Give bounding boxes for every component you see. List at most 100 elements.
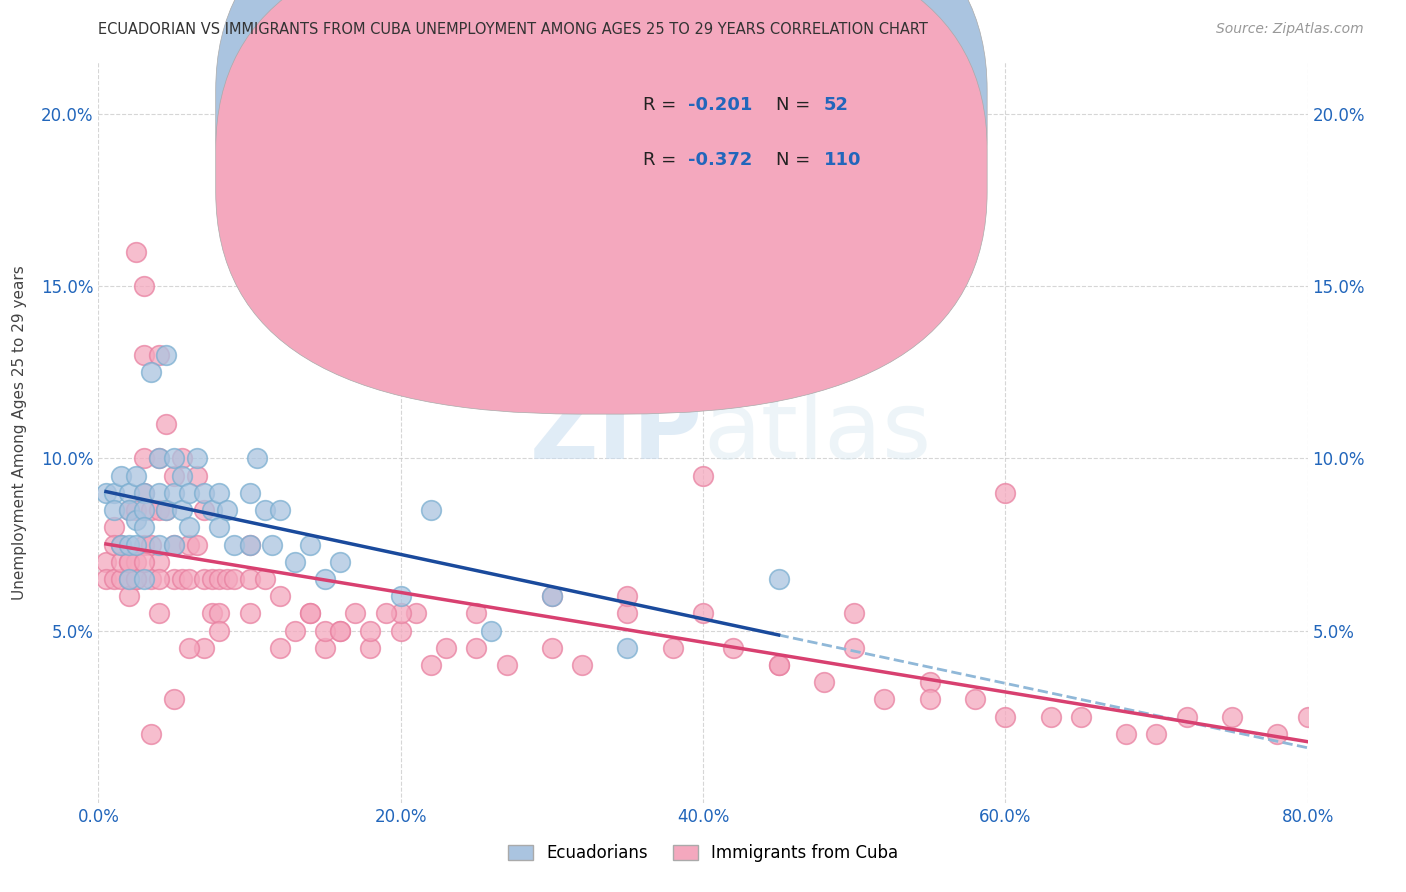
Point	[844, 640, 866, 655]
Point	[1039, 709, 1062, 723]
Point	[163, 451, 186, 466]
Point	[768, 572, 790, 586]
Text: R =: R =	[643, 95, 682, 114]
Point	[208, 607, 231, 621]
Text: 52: 52	[824, 95, 849, 114]
Point	[163, 468, 186, 483]
Text: -0.372: -0.372	[689, 152, 752, 169]
Text: ECUADORIAN VS IMMIGRANTS FROM CUBA UNEMPLOYMENT AMONG AGES 25 TO 29 YEARS CORREL: ECUADORIAN VS IMMIGRANTS FROM CUBA UNEMP…	[98, 22, 928, 37]
Point	[540, 589, 562, 603]
Point	[125, 572, 148, 586]
Point	[179, 520, 201, 534]
Point	[571, 658, 593, 673]
Point	[215, 503, 238, 517]
Point	[215, 572, 238, 586]
Point	[193, 486, 215, 500]
Point	[208, 486, 231, 500]
Point	[110, 555, 132, 569]
Point	[179, 572, 201, 586]
Point	[389, 607, 412, 621]
Text: -0.201: -0.201	[689, 95, 752, 114]
Point	[148, 451, 170, 466]
Point	[186, 468, 208, 483]
Point	[125, 244, 148, 259]
Point	[118, 572, 141, 586]
Point	[201, 572, 224, 586]
Y-axis label: Unemployment Among Ages 25 to 29 years: Unemployment Among Ages 25 to 29 years	[13, 265, 27, 600]
Point	[329, 624, 352, 638]
Point	[132, 348, 155, 362]
Point	[170, 451, 193, 466]
Point	[125, 555, 148, 569]
Point	[374, 607, 396, 621]
Point	[224, 572, 246, 586]
Point	[616, 589, 638, 603]
Text: Source: ZipAtlas.com: Source: ZipAtlas.com	[1216, 22, 1364, 37]
Point	[360, 624, 382, 638]
Point	[844, 607, 866, 621]
Point	[118, 537, 141, 551]
Point	[692, 607, 714, 621]
Point	[1144, 727, 1167, 741]
Point	[193, 503, 215, 517]
Point	[125, 572, 148, 586]
Point	[299, 607, 322, 621]
Point	[269, 640, 291, 655]
Point	[155, 503, 177, 517]
Point	[148, 503, 170, 517]
Point	[208, 520, 231, 534]
Point	[125, 468, 148, 483]
FancyBboxPatch shape	[551, 70, 915, 211]
Point	[148, 451, 170, 466]
Point	[389, 624, 412, 638]
Point	[1115, 727, 1137, 741]
Point	[540, 640, 562, 655]
Point	[118, 555, 141, 569]
Point	[170, 572, 193, 586]
Point	[94, 572, 117, 586]
Point	[125, 503, 148, 517]
Point	[148, 537, 170, 551]
Point	[163, 572, 186, 586]
Point	[269, 589, 291, 603]
Point	[239, 572, 262, 586]
Point	[148, 607, 170, 621]
Point	[465, 640, 488, 655]
Point	[723, 640, 745, 655]
Text: atlas: atlas	[703, 386, 931, 479]
Point	[163, 537, 186, 551]
Point	[239, 486, 262, 500]
Point	[224, 537, 246, 551]
Point	[94, 486, 117, 500]
Point	[329, 555, 352, 569]
Point	[110, 468, 132, 483]
Point	[813, 675, 835, 690]
Point	[768, 658, 790, 673]
Point	[965, 692, 987, 706]
Point	[155, 417, 177, 431]
Point	[360, 640, 382, 655]
FancyBboxPatch shape	[215, 0, 987, 414]
Point	[148, 555, 170, 569]
Point	[103, 572, 125, 586]
Point	[193, 640, 215, 655]
Text: ZIP: ZIP	[530, 386, 703, 479]
Point	[208, 572, 231, 586]
Point	[1070, 709, 1092, 723]
Point	[110, 537, 132, 551]
Point	[481, 624, 503, 638]
Point	[262, 537, 284, 551]
Point	[284, 624, 307, 638]
Point	[132, 555, 155, 569]
Point	[918, 692, 941, 706]
Text: N =: N =	[776, 95, 815, 114]
Point	[179, 640, 201, 655]
Point	[434, 640, 457, 655]
Point	[118, 503, 141, 517]
Point	[141, 537, 163, 551]
Point	[110, 537, 132, 551]
Point	[918, 675, 941, 690]
Point	[1267, 727, 1289, 741]
Point	[132, 520, 155, 534]
Point	[389, 589, 412, 603]
